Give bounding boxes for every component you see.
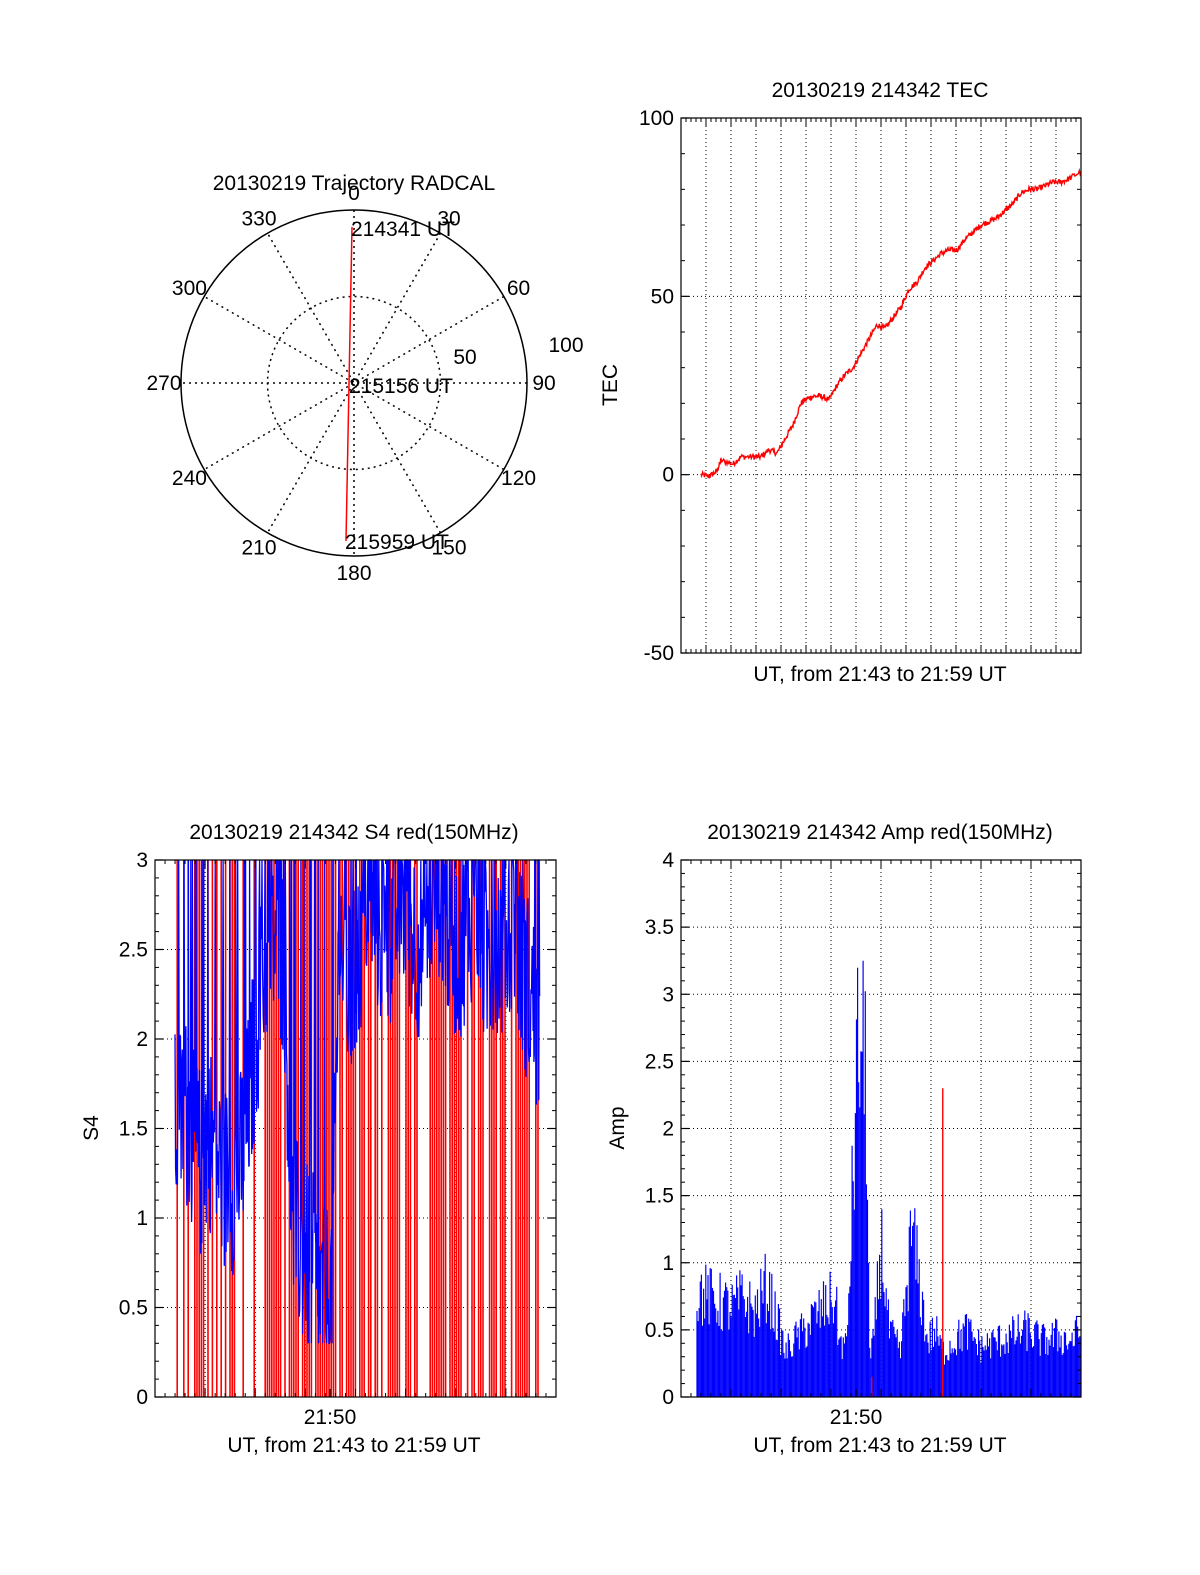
y-tick-label: 0.5 [645,1319,674,1342]
y-tick-label: 2 [662,1118,674,1141]
polar-azimuth-label: 0 [348,182,360,205]
y-tick-label: 1 [136,1207,148,1230]
amp-minor-ticks [681,860,1081,1397]
s4-xlabel: UT, from 21:43 to 21:59 UT [227,1434,480,1457]
polar-azimuth-label: 270 [146,372,181,395]
polar-azimuth-label: 120 [501,467,536,490]
tec-xlabel: UT, from 21:43 to 21:59 UT [753,663,1006,686]
polar-azimuth-label: 210 [241,537,276,560]
y-tick-label: 3 [136,849,148,872]
s4-chart: 20130219 214342 S4 red(150MHz) 0 0.5 1 1.5 2… [80,821,557,1457]
polar-azimuth-label: 30 [437,207,460,230]
s4-blue-line [174,859,541,1344]
polar-title: 20130219 Trajectory RADCAL [213,172,496,195]
tec-grid [681,118,1081,653]
polar-radial-label-100: 100 [548,334,583,357]
polar-spokes [181,210,527,556]
tec-series [700,167,1082,479]
tec-minor-ticks [681,118,1081,653]
amp-y-ticks: 0 0.5 1 1.5 2 2.5 3 3.5 4 [645,849,1081,1409]
y-tick-label: 3.5 [645,916,674,939]
y-tick-label: 0 [136,1386,148,1409]
y-tick-label: 2.5 [645,1050,674,1073]
y-tick-label: 0 [662,464,674,487]
trajectory-end-label: 215959 UT [345,531,449,554]
amp-chart: 20130219 214342 Amp red(150MHz) 0 0.5 1 1.5… [606,821,1082,1457]
s4-minor-ticks [155,860,556,1397]
polar-azimuth-label: 330 [241,207,276,230]
tec-y-ticks: -50 0 50 100 [639,107,1081,665]
amp-grid [681,860,1081,1397]
y-tick-label: 1.5 [645,1185,674,1208]
tec-chart: 20130219 214342 TEC -50 0 50 100 TEC UT, fr… [599,79,1082,686]
polar-radial-label-50: 50 [453,346,476,369]
tec-title: 20130219 214342 TEC [772,79,989,102]
trajectory-line [345,226,353,542]
y-tick-label: 1.5 [119,1118,148,1141]
polar-azimuth-label: 240 [172,467,207,490]
polar-spoke [203,295,505,471]
y-tick-label: 3 [662,983,674,1006]
polar-azimuth-label: 60 [507,277,530,300]
amp-title: 20130219 214342 Amp red(150MHz) [707,821,1053,844]
amp-xtick-label: 21:50 [830,1406,883,1429]
y-tick-label: 0.5 [119,1297,148,1320]
trajectory-start-label: 214341 UT [351,218,455,241]
y-tick-label: 50 [651,285,674,308]
polar-spoke [266,232,442,534]
polar-azimuth-label: 180 [336,562,371,585]
y-tick-label: 100 [639,107,674,130]
polar-azimuth-label: 150 [431,537,466,560]
y-tick-label: 2 [136,1028,148,1051]
polar-azimuth-label: 300 [172,277,207,300]
s4-series [174,859,541,1397]
polar-trajectory-plot: 20130219 Trajectory RADCAL 0 30 60 90 120 150… [146,172,583,585]
polar-azimuth-labels: 0 30 60 90 120 150 180 210 240 270 300 330 [146,182,555,585]
polar-spoke [203,295,505,471]
y-tick-label: 0 [662,1386,674,1409]
s4-title: 20130219 214342 S4 red(150MHz) [189,821,518,844]
amp-ylabel: Amp [606,1106,629,1149]
tec-series-line [700,167,1082,479]
y-tick-label: -50 [644,642,674,665]
tec-ylabel: TEC [599,364,622,406]
polar-spoke [266,232,442,534]
amp-xlabel: UT, from 21:43 to 21:59 UT [753,1434,1006,1457]
y-tick-label: 2.5 [119,939,148,962]
y-tick-label: 1 [662,1252,674,1275]
s4-ylabel: S4 [80,1115,103,1141]
s4-y-ticks: 0 0.5 1 1.5 2 2.5 3 [119,849,556,1409]
polar-azimuth-label: 90 [532,372,555,395]
trajectory-mid-label: 215156 UT [349,375,453,398]
amp-series [696,960,1082,1397]
y-tick-label: 4 [662,849,674,872]
s4-xtick-label: 21:50 [304,1406,357,1429]
